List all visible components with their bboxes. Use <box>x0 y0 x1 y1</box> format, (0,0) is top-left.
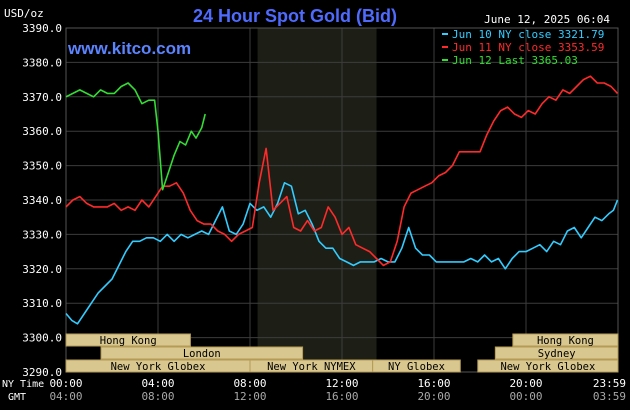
legend-entry: Jun 11 NY close 3353.59 <box>452 41 604 54</box>
y-tick-label: 3380.0 <box>22 56 62 69</box>
x-tick-label-ny: 00:00 <box>49 377 82 390</box>
y-tick-label: 3300.0 <box>22 332 62 345</box>
series-line-3 <box>65 82 206 191</box>
chart-title: 24 Hour Spot Gold (Bid) <box>193 6 397 26</box>
x-tick-label-gmt: 00:00 <box>509 390 542 403</box>
session-bar <box>372 359 461 373</box>
x-axis-label-gmt: GMT <box>8 392 26 403</box>
series-line-1 <box>65 182 619 325</box>
site-watermark: www.kitco.com <box>67 39 191 58</box>
y-tick-label: 3390.0 <box>22 22 62 35</box>
x-tick-label-gmt: 08:00 <box>141 390 174 403</box>
y-tick-label: 3360.0 <box>22 125 62 138</box>
y-tick-label: 3370.0 <box>22 91 62 104</box>
x-tick-label-ny: 04:00 <box>141 377 174 390</box>
x-tick-label-gmt: 04:00 <box>49 390 82 403</box>
session-label: Hong Kong <box>537 335 594 347</box>
x-tick-label-ny: 16:00 <box>417 377 450 390</box>
series-line-2 <box>65 75 619 267</box>
y-tick-label: 3290.0 <box>22 366 62 379</box>
session-bar <box>65 333 191 347</box>
x-tick-label-gmt: 16:00 <box>325 390 358 403</box>
session-bar <box>494 346 619 360</box>
x-axis-label-ny: NY Time <box>2 379 44 390</box>
x-tick-label-gmt: 03:59 <box>593 390 626 403</box>
y-tick-label: 3340.0 <box>22 194 62 207</box>
y-tick-label: 3310.0 <box>22 297 62 310</box>
session-label: London <box>183 348 221 360</box>
y-tick-label: 3350.0 <box>22 160 62 173</box>
series-layer <box>65 75 619 325</box>
x-tick-label-ny: 20:00 <box>509 377 542 390</box>
axes: 3390.0 3380.0 3370.0 3360.0 3350.0 3340.0 3330… <box>2 22 626 403</box>
x-tick-label-gmt: 12:00 <box>233 390 266 403</box>
y-tick-label: 3330.0 <box>22 228 62 241</box>
x-tick-label-ny: 12:00 <box>325 377 358 390</box>
session-bar <box>477 359 619 373</box>
session-label: New York NYMEX <box>267 361 356 373</box>
legend-entry: Jun 12 Last 3365.03 <box>452 54 578 67</box>
session-bar <box>512 333 619 347</box>
x-tick-label-gmt: 20:00 <box>417 390 450 403</box>
session-label: Hong Kong <box>100 335 157 347</box>
x-tick-label-ny: 23:59 <box>593 377 626 390</box>
session-label: NY Globex <box>388 361 445 373</box>
legend-entry: Jun 10 NY close 3321.79 <box>452 28 604 41</box>
y-unit-label: USD/oz <box>4 7 44 20</box>
session-label: New York Globex <box>111 361 206 373</box>
y-tick-label: 3320.0 <box>22 263 62 276</box>
timestamp: June 12, 2025 06:04 <box>484 13 610 26</box>
session-label: New York Globex <box>500 361 595 373</box>
session-label: Sydney <box>538 348 576 360</box>
session-bar <box>100 346 304 360</box>
x-tick-label-ny: 08:00 <box>233 377 266 390</box>
